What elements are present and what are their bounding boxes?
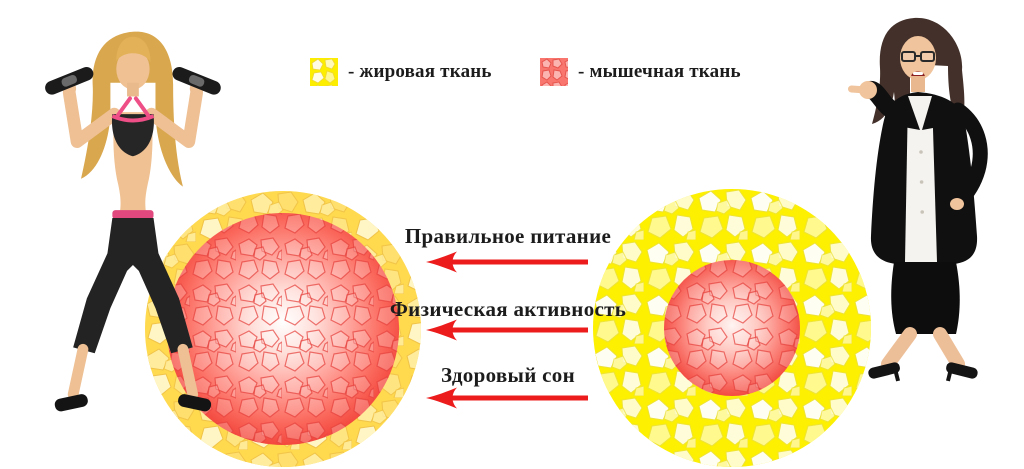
muscle-dominant-circle — [145, 191, 421, 467]
fit-woman-figure — [45, 31, 221, 412]
legend-item-fat: - жировая ткань — [310, 58, 492, 86]
legend-item-muscle: - мышечная ткань — [540, 58, 741, 86]
arrow-left-icon — [426, 387, 588, 409]
legend-muscle-label: - мышечная ткань — [578, 61, 741, 82]
fat-tissue-swatch-icon — [310, 58, 338, 86]
dumbbell-icon — [172, 66, 221, 95]
arrow-left-icon — [426, 251, 588, 273]
fat-dominant-circle — [593, 189, 871, 467]
muscle-tissue-swatch-icon — [540, 58, 568, 86]
glasses-icon — [901, 51, 935, 62]
factor-label-activity: Физическая активность — [389, 297, 627, 321]
dumbbell-icon — [45, 66, 94, 95]
legend-fat-label: - жировая ткань — [348, 61, 492, 82]
arrow-left-icon — [426, 319, 588, 341]
factor-label-nutrition: Правильное питание — [404, 224, 612, 248]
factor-label-sleep: Здоровый сон — [441, 363, 575, 387]
overweight-woman-figure — [847, 17, 988, 382]
